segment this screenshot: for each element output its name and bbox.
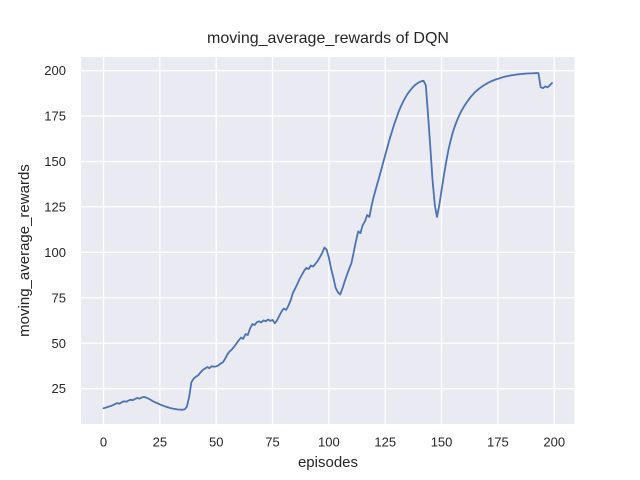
x-tick-label: 25 (153, 435, 167, 450)
x-tick-label: 100 (318, 435, 340, 450)
y-axis-label: moving_average_rewards (16, 164, 33, 337)
plot-area (81, 57, 575, 424)
y-tick-label: 50 (52, 336, 66, 351)
x-tick-label: 50 (209, 435, 223, 450)
y-tick-label: 25 (52, 381, 66, 396)
y-tick-label: 125 (44, 199, 66, 214)
x-tick-label: 75 (265, 435, 279, 450)
x-tick-label: 0 (100, 435, 107, 450)
y-tick-label: 175 (44, 109, 66, 124)
chart-title: moving_average_rewards of DQN (207, 30, 449, 47)
y-tick-label: 75 (52, 290, 66, 305)
dqn-reward-line (102, 72, 553, 411)
x-axis-label: episodes (297, 454, 359, 471)
x-tick-label: 150 (431, 435, 453, 450)
y-tick-label: 100 (44, 245, 66, 260)
x-tick-label: 125 (374, 435, 396, 450)
y-tick-label: 200 (44, 63, 66, 78)
x-tick-label: 200 (543, 435, 565, 450)
x-tick-label: 175 (487, 435, 509, 450)
y-tick-label: 150 (44, 154, 66, 169)
